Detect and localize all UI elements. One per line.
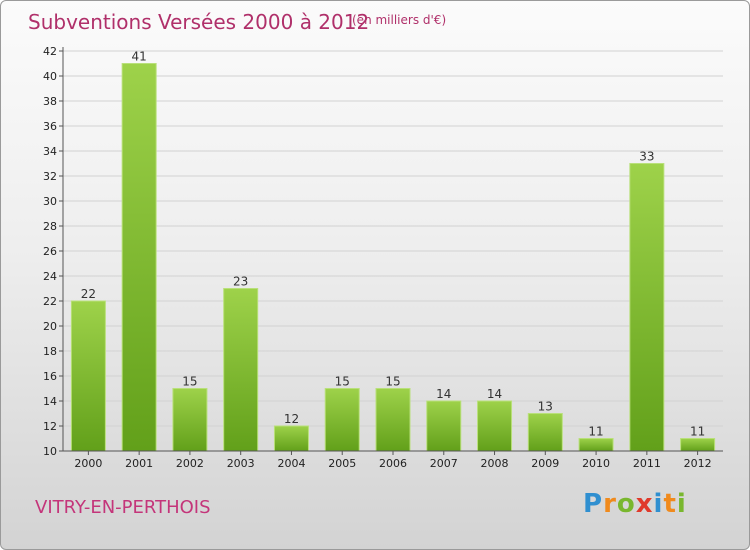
data-label-2002: 15 — [182, 375, 197, 389]
x-tick-label-2008: 2008 — [481, 457, 509, 470]
y-tick-label: 34 — [43, 145, 57, 158]
x-tick-label-2007: 2007 — [430, 457, 458, 470]
proxiti-logo: Proxiti — [583, 489, 687, 519]
bar-2001 — [121, 63, 157, 452]
y-tick-label: 12 — [43, 420, 57, 433]
x-tick-label-2006: 2006 — [379, 457, 407, 470]
bar-2006 — [375, 388, 411, 452]
bar-2003 — [223, 288, 259, 452]
x-tick-label-2002: 2002 — [176, 457, 204, 470]
bar-2010 — [578, 438, 614, 452]
y-tick-label: 42 — [43, 45, 57, 58]
logo-letter: i — [676, 489, 687, 519]
x-tick-label-2005: 2005 — [328, 457, 356, 470]
data-label-2006: 15 — [385, 375, 400, 389]
data-label-2001: 41 — [132, 50, 147, 64]
y-tick-label: 18 — [43, 345, 57, 358]
data-label-2005: 15 — [335, 375, 350, 389]
chart-subtitle: (en milliers d'€) — [352, 13, 447, 27]
data-label-2009: 13 — [538, 400, 553, 414]
x-tick-label-2003: 2003 — [227, 457, 255, 470]
x-tick-label-2012: 2012 — [684, 457, 712, 470]
y-tick-label: 10 — [43, 445, 57, 458]
axes: 10 12 14 16 18 20 22 24 26 28 30 32 34 36 38 40 42 2000 20… — [43, 45, 723, 470]
logo-letter: P — [583, 489, 604, 519]
x-tick-label-2004: 2004 — [277, 457, 305, 470]
y-tick-label: 36 — [43, 120, 57, 133]
y-tick-label: 28 — [43, 220, 57, 233]
data-label-2007: 14 — [436, 387, 451, 401]
logo-letter: r — [603, 489, 617, 519]
y-tick-label: 40 — [43, 70, 57, 83]
x-tick-label-2010: 2010 — [582, 457, 610, 470]
bar-2000 — [70, 300, 106, 452]
logo-letter: t — [663, 489, 677, 519]
bar-2004 — [273, 425, 309, 452]
bars: 22 41 15 23 12 15 15 14 14 13 11 33 11 — [70, 50, 716, 452]
data-label-2011: 33 — [639, 150, 654, 164]
data-label-2012: 11 — [690, 425, 705, 439]
chart-title: Subventions Versées 2000 à 2012 — [28, 10, 370, 34]
bar-2011 — [629, 163, 665, 452]
x-tick-label-2011: 2011 — [633, 457, 661, 470]
x-tick-label-2000: 2000 — [74, 457, 102, 470]
logo-letter: x — [635, 489, 654, 519]
bar-2008 — [477, 400, 513, 452]
y-tick-label: 38 — [43, 95, 57, 108]
logo-letter: i — [653, 489, 664, 519]
data-label-2008: 14 — [487, 387, 502, 401]
y-tick-label: 30 — [43, 195, 57, 208]
x-tick-label-2001: 2001 — [125, 457, 153, 470]
y-tick-label: 24 — [43, 270, 57, 283]
bar-2009 — [527, 413, 563, 452]
bar-2002 — [172, 388, 208, 452]
data-label-2010: 11 — [588, 425, 603, 439]
y-tick-label: 20 — [43, 320, 57, 333]
y-tick-label: 14 — [43, 395, 57, 408]
data-label-2000: 22 — [81, 287, 96, 301]
logo-letter: o — [616, 489, 636, 519]
data-label-2003: 23 — [233, 275, 248, 289]
y-tick-label: 22 — [43, 295, 57, 308]
data-label-2004: 12 — [284, 412, 299, 426]
y-tick-label: 32 — [43, 170, 57, 183]
y-tick-label: 26 — [43, 245, 57, 258]
town-name: VITRY-EN-PERTHOIS — [35, 497, 211, 518]
bar-2012 — [680, 438, 716, 452]
x-tick-label-2009: 2009 — [531, 457, 559, 470]
y-tick-label: 16 — [43, 370, 57, 383]
bar-2005 — [324, 388, 360, 452]
bar-2007 — [426, 400, 462, 452]
